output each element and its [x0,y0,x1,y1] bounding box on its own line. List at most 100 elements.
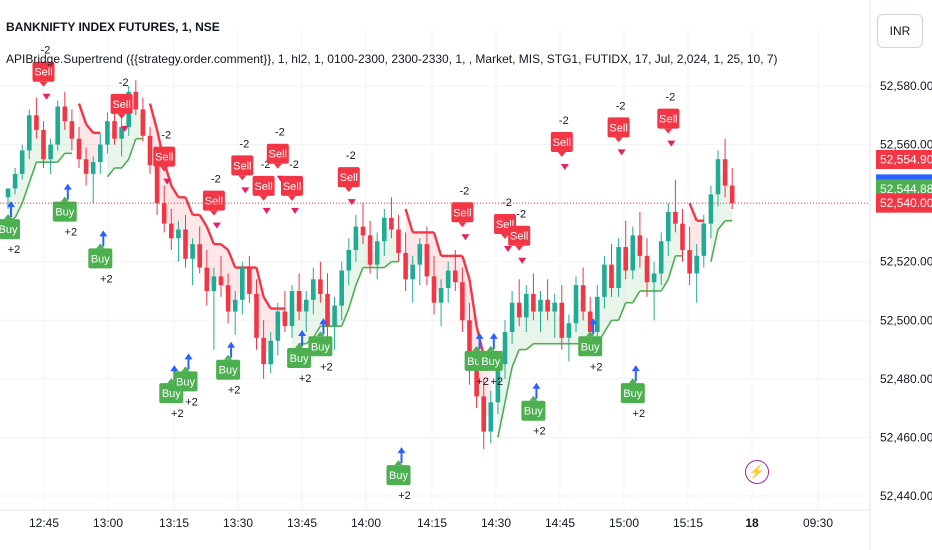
price-label-box [876,179,932,199]
price-label-text: 52,544.88 [880,182,932,196]
signal-label-box [287,348,312,368]
supertrend-segment [432,232,443,257]
supertrend-segment [355,267,364,286]
signal-qty-text: -2 [665,92,675,104]
signal-label-box [32,61,55,82]
supertrend-band-fill [441,255,449,296]
candle-down [460,282,465,321]
price-axis[interactable]: 52,580.00 52,560.00 52,540.00 52,520.00 52,5… [869,0,932,550]
signal-arrow-head [298,330,307,336]
candle-up [332,305,337,327]
signal-label-text: Sell [269,149,287,161]
candle-up [240,267,245,300]
candle-up [445,270,451,289]
supertrend-segment [504,366,513,403]
candle-up [119,127,124,139]
candle-down [318,279,323,294]
signal-label-text: Sell [510,231,528,243]
candle-down [247,267,252,294]
signal-arrow-head [631,365,640,372]
sell-signal: Sell -2 [153,130,176,185]
label-pointer [224,354,233,360]
signal-arrow-head [99,230,108,237]
price-tick-label: 52,580.00 [880,79,932,93]
time-tick-label: 14:45 [545,516,575,530]
currency-button[interactable]: INR [877,14,923,48]
buy-signal: Buy +2 [308,318,333,373]
signal-arrow-head [489,332,498,339]
time-axis[interactable]: 12:45 13:00 13:15 13:30 13:45 14:00 14:15 14:30… [0,509,870,530]
candle-down [154,165,160,204]
candle-up [566,323,572,338]
supertrend-band-fill [505,317,513,403]
price-tick-label: 52,460.00 [880,430,932,444]
candle-down [396,229,401,253]
supertrend-segment [461,255,471,280]
label-pointer [486,345,495,351]
price-tick-label: 52,500.00 [880,313,932,327]
signal-label-text: Sell [254,181,272,193]
buy-signal: Buy +2 [620,365,645,420]
supertrend-segment [404,208,414,233]
candle-up [438,288,444,303]
candle-up [90,162,96,174]
label-pointer [167,378,176,384]
supertrend-segment [617,302,627,321]
label-pointer [344,187,353,193]
buy-signal: Buy +2 [0,201,20,256]
signal-label-box [281,175,303,196]
signal-label-text: Sell [34,67,52,79]
signal-qty-text: +2 [8,244,21,256]
lightning-bolt-icon[interactable]: ⚡ [745,460,769,484]
candle-down [516,302,522,318]
signal-label-text: Buy [91,253,110,265]
supertrend-segment [28,161,38,183]
time-tick-label: 12:45 [29,516,59,530]
supertrend-segment [497,402,506,438]
label-pointer [117,113,126,119]
label-pointer [288,195,296,201]
candle-down [644,255,650,283]
supertrend-segment [468,279,478,327]
time-tick-label: 14:15 [417,516,447,530]
candle-up [105,121,110,145]
candle-down [680,223,685,250]
candle-down [403,252,408,280]
candle-up [190,244,195,259]
signal-arrow-head [617,149,626,156]
candle-up [339,270,344,306]
candle-down [261,337,266,365]
supertrend-band-fill [497,348,505,438]
indicator-legend[interactable]: APIBridge.Supertrend ({{strategy.order.c… [6,52,778,66]
symbol-title[interactable]: BANKNIFTY INDEX FUTURES, 1, NSE [6,20,220,34]
sell-signal: Sell -2 [266,127,289,182]
signal-arrow-head [504,246,512,252]
candle-down [531,293,536,312]
buy-signal: Buy +2 [52,183,77,239]
candle-up [211,276,217,291]
candle-up [98,144,103,163]
label-pointer [515,245,524,251]
supertrend-band-fill [341,260,349,327]
label-pointer [501,234,509,239]
signal-label-text: Buy [524,406,543,418]
candle-down [360,226,366,236]
candle-down [424,244,430,277]
candle-up [311,279,316,300]
candle-up [5,188,11,198]
candle-down [254,293,259,338]
supertrend-segment [14,202,23,219]
signal-label-box [52,201,77,222]
signal-label-text: Buy [219,365,238,377]
signal-label-text: Buy [290,353,309,365]
candle-down [62,106,68,122]
signal-label-box [607,117,630,138]
candle-up [289,291,295,327]
signal-label-box [620,383,645,404]
time-tick-label: 13:45 [287,516,317,530]
candle-down [467,320,472,368]
candle-up [495,364,501,403]
signal-arrow-head [347,199,356,206]
buy-signal: Buy +2 [578,318,602,373]
